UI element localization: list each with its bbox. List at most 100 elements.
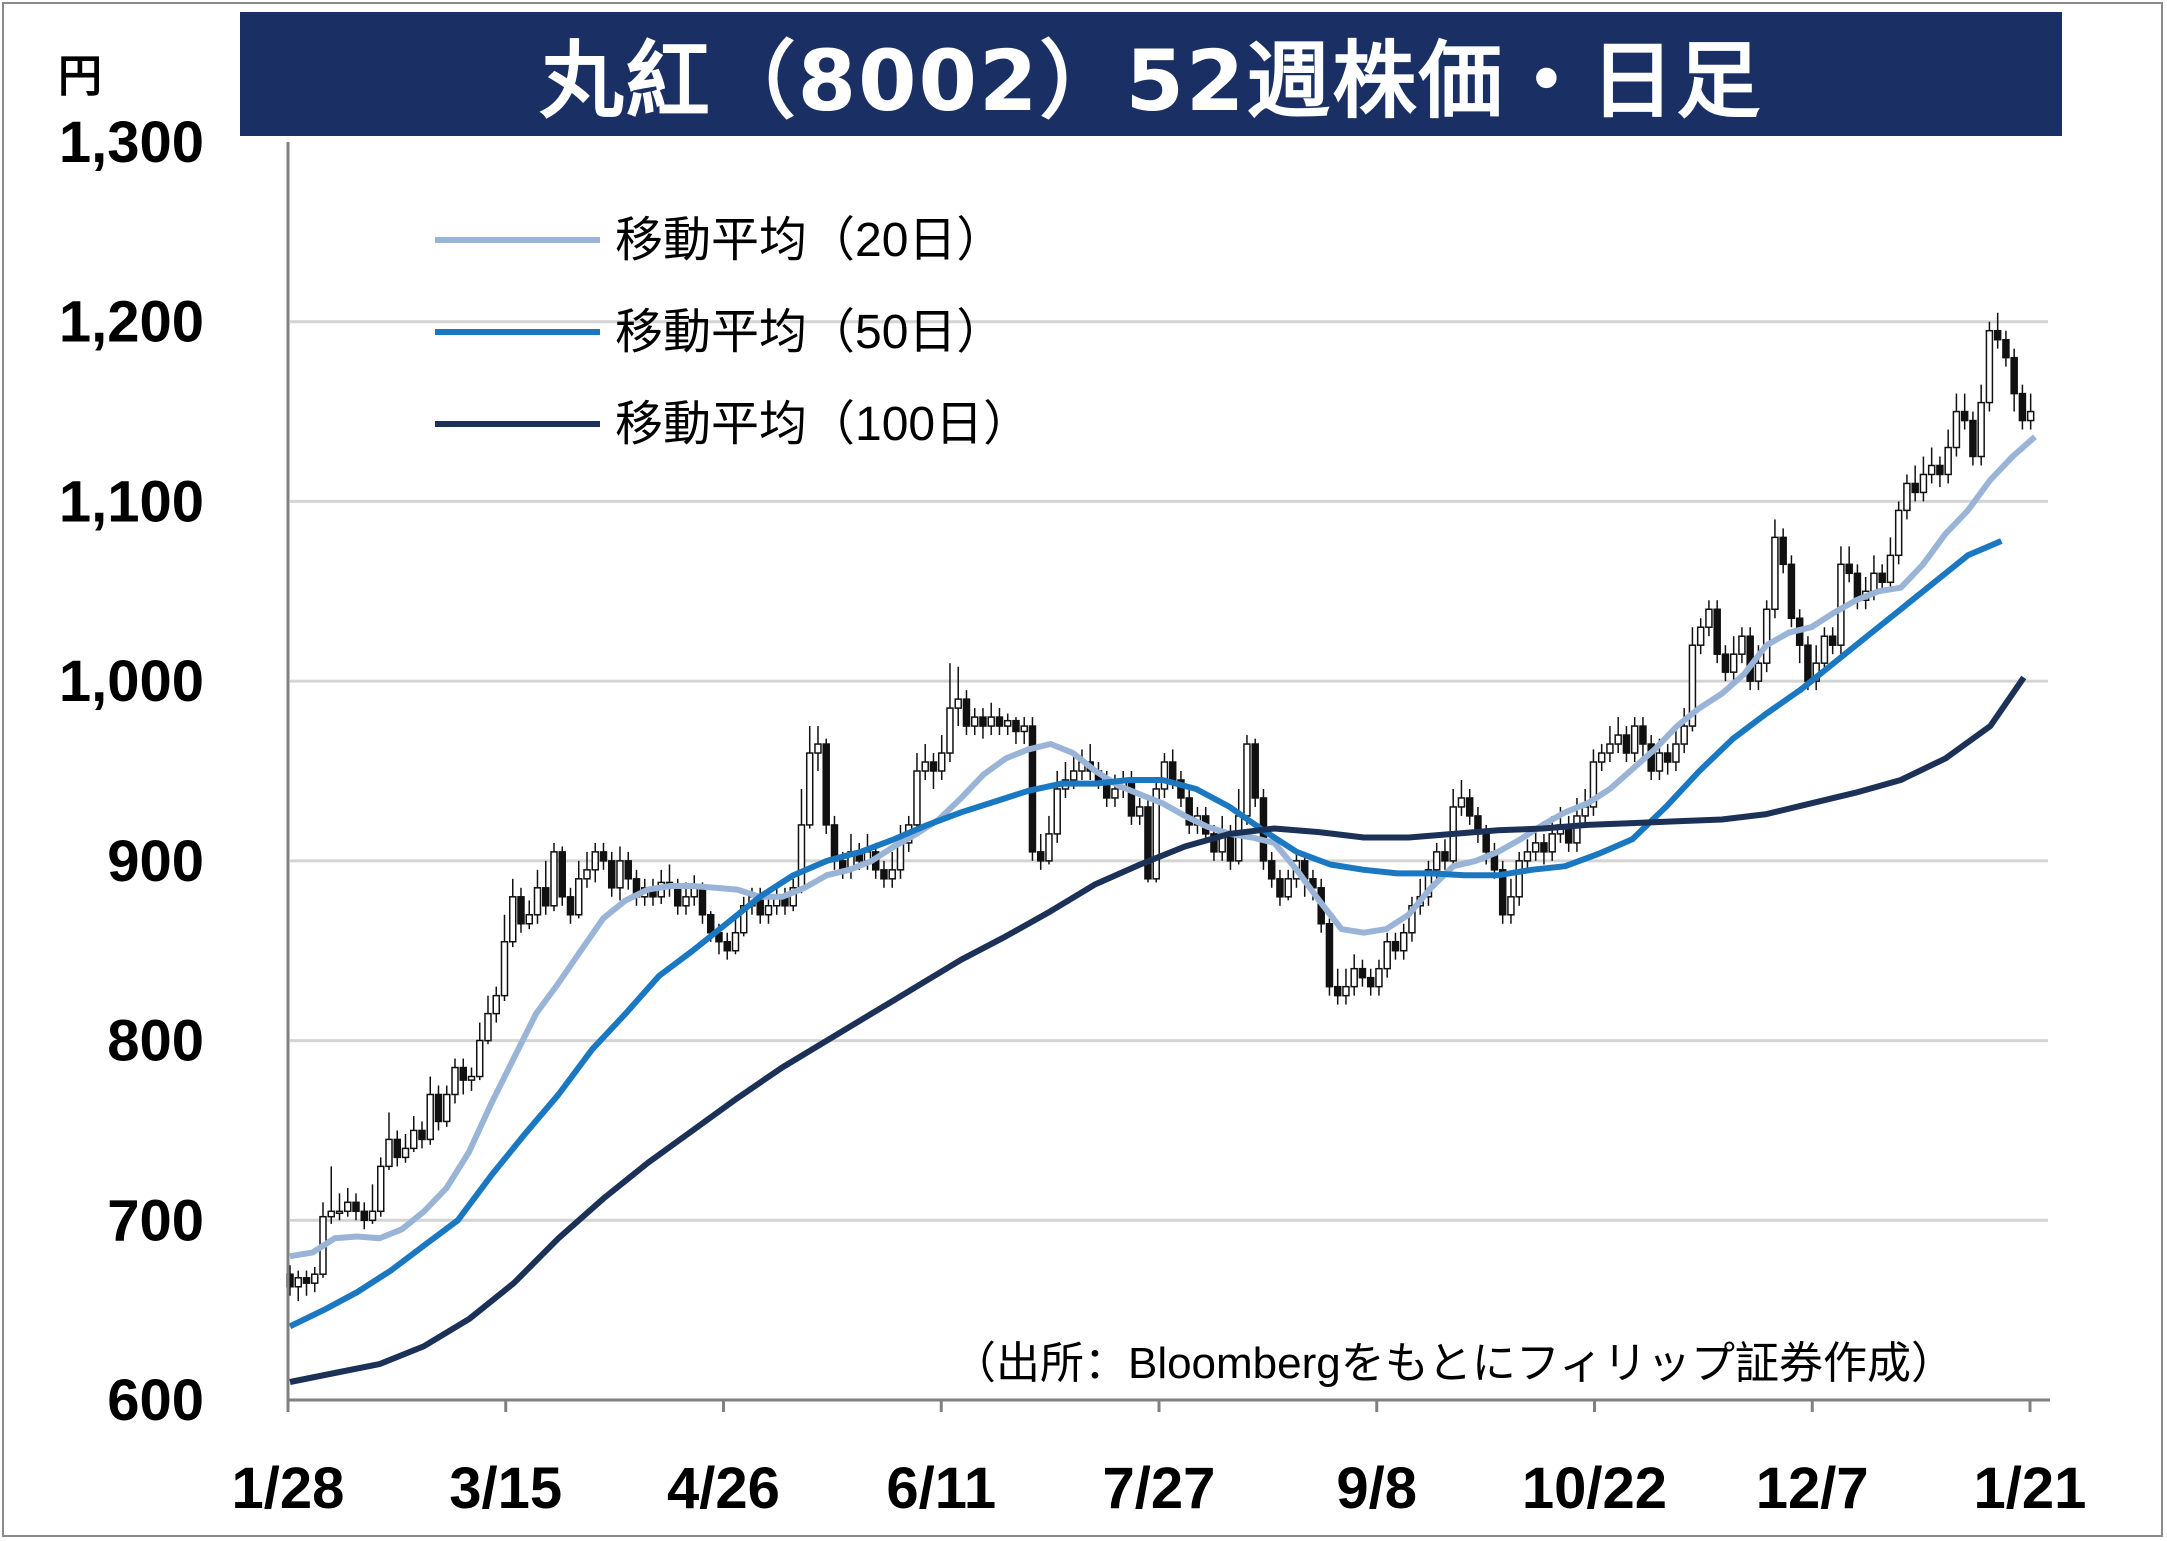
candle-body	[1878, 572, 1886, 584]
candle-body	[1960, 410, 1969, 422]
candle-body	[409, 1129, 418, 1150]
candle-body	[962, 698, 971, 727]
candle-body	[1713, 608, 1721, 655]
candle-body	[616, 860, 624, 889]
candle	[1845, 546, 1853, 583]
x-tick-label-3: 6/11	[886, 1456, 996, 1521]
y-axis-unit-label: 円	[58, 51, 102, 102]
candle	[327, 1166, 335, 1224]
candle	[929, 753, 938, 789]
candle-body	[1127, 779, 1136, 817]
candle	[1498, 860, 1507, 924]
candle-body	[1243, 743, 1251, 817]
x-tick-label-0: 1/28	[232, 1456, 345, 1521]
candle	[921, 744, 929, 780]
ma-line-50	[288, 538, 2003, 1330]
candle	[1630, 717, 1639, 763]
candle-body	[946, 707, 954, 754]
y-tick-label-1200: 1,200	[59, 290, 204, 355]
candle-body	[2002, 338, 2010, 359]
candle-body	[1540, 842, 1548, 853]
candle-body	[360, 1210, 368, 1222]
candle-body	[1111, 788, 1119, 799]
candle-body	[426, 1093, 434, 1141]
candle-body	[706, 914, 715, 934]
candle-body	[500, 940, 509, 997]
candle	[805, 726, 814, 829]
candle	[880, 860, 888, 888]
candle	[2018, 384, 2027, 430]
candle	[607, 851, 616, 897]
candle-body	[995, 716, 1004, 727]
candle-body	[739, 905, 748, 934]
candle	[1350, 954, 1358, 996]
candle-body	[1911, 482, 1919, 494]
candle-body	[327, 1210, 335, 1218]
candle-body	[1177, 779, 1185, 799]
candle	[1886, 537, 1895, 592]
candle	[591, 842, 599, 883]
ma-line-20	[289, 434, 2037, 1260]
candle	[1696, 618, 1705, 655]
x-tick-label-6: 10/22	[1522, 1456, 1667, 1521]
grid-lines	[290, 320, 2048, 1222]
y-tick-labels: 600 700 800 900 1,000 1,100 1,200 1,300	[59, 110, 204, 1433]
candle-body	[1135, 806, 1144, 817]
candle	[1729, 636, 1738, 682]
source-note: （出所：Bloombergをもとにフィリップ証券作成）	[952, 1339, 1955, 1388]
candle-body	[1548, 833, 1556, 853]
candle	[442, 1085, 451, 1127]
candle-body	[451, 1066, 459, 1096]
candle	[418, 1121, 426, 1149]
candle	[409, 1116, 418, 1152]
candle	[335, 1193, 344, 1221]
candle	[1531, 828, 1540, 861]
candle-body	[1482, 833, 1490, 853]
candle-body	[1408, 905, 1416, 934]
legend-label-ma100: 移動平均（100日）	[615, 398, 1031, 451]
x-tick-label-8: 1/21	[1974, 1456, 2087, 1521]
candle-body	[1754, 662, 1763, 682]
candle-body	[1251, 743, 1259, 799]
candle	[1408, 896, 1416, 942]
candle-body	[1630, 725, 1639, 754]
candle	[434, 1085, 443, 1131]
candle-body	[1573, 815, 1581, 844]
legend-label-ma50: 移動平均（50日）	[615, 306, 1004, 359]
y-tick-label-1000: 1,000	[59, 649, 204, 714]
candle-body	[1614, 734, 1622, 745]
candle-body	[1663, 752, 1672, 763]
x-tick-label-4: 7/27	[1103, 1456, 1216, 1521]
candle-body	[1672, 743, 1680, 763]
candle-body	[1210, 833, 1218, 853]
candle-body	[1828, 635, 1837, 646]
candle	[492, 986, 500, 1023]
candle-body	[566, 896, 575, 916]
candle-body	[822, 743, 830, 826]
candle	[467, 1067, 476, 1091]
candle	[1358, 959, 1367, 987]
candle	[1952, 393, 1961, 457]
candle	[508, 878, 517, 948]
candle	[1878, 564, 1886, 592]
candle	[1738, 627, 1746, 664]
candle-body	[731, 931, 740, 952]
candle-body	[525, 914, 533, 925]
candle	[1391, 932, 1400, 960]
candle	[426, 1076, 434, 1145]
x-tick-labels: 1/28 3/15 4/26 6/11 7/27 9/8 10/22 12/7 1/21	[232, 1400, 2087, 1521]
candle	[1424, 860, 1433, 906]
candle	[1366, 968, 1375, 996]
ma-line-100	[289, 675, 2027, 1385]
candle-body	[1589, 761, 1598, 808]
candle	[649, 878, 657, 906]
candle-body	[954, 698, 962, 709]
candle	[1944, 429, 1952, 484]
moving-average-lines	[288, 434, 2037, 1385]
candle-body	[1985, 329, 1994, 404]
candle	[979, 708, 987, 739]
candle-body	[1366, 976, 1375, 988]
candle-body	[814, 743, 822, 754]
candle	[1144, 797, 1152, 883]
